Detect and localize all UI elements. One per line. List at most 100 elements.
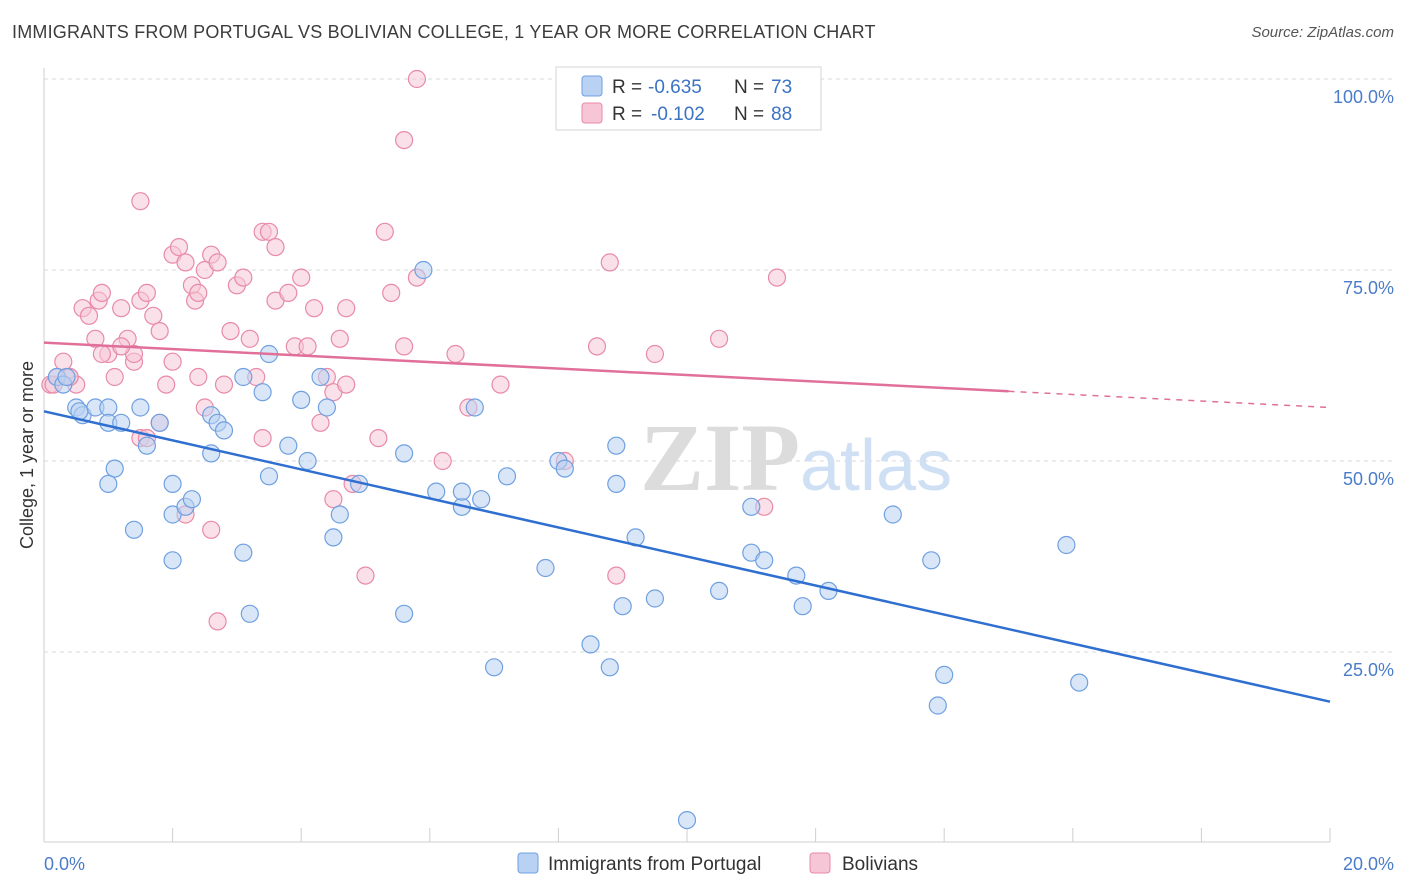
source-credit: Source: ZipAtlas.com <box>1251 24 1394 41</box>
data-point <box>709 581 729 601</box>
data-point <box>150 413 169 432</box>
bottom-legend-label-portugal: Immigrants from Portugal <box>548 854 761 875</box>
data-point <box>536 558 555 578</box>
data-point <box>79 306 99 325</box>
data-point <box>57 367 76 387</box>
data-point <box>234 543 253 562</box>
data-point <box>395 131 414 150</box>
data-point <box>922 551 941 570</box>
bottom-legend-swatch-blue <box>517 852 539 874</box>
data-point <box>221 322 240 341</box>
legend-pink-n-label: N = <box>734 104 764 125</box>
data-point <box>485 658 504 677</box>
data-point <box>298 337 317 356</box>
data-point <box>182 490 201 509</box>
data-point <box>240 329 259 348</box>
data-point <box>497 467 517 486</box>
data-point <box>208 253 227 272</box>
legend-blue-n-value: 73 <box>771 77 792 98</box>
data-point <box>131 192 150 211</box>
data-point <box>144 306 163 325</box>
data-point <box>324 528 343 547</box>
data-point <box>587 337 607 356</box>
data-point <box>793 597 812 616</box>
x-tick-marks <box>43 828 1331 842</box>
data-point <box>356 566 375 585</box>
data-point <box>935 665 954 685</box>
data-point <box>446 344 465 364</box>
data-point <box>382 283 401 302</box>
legend-pink-r-value: -0.102 <box>651 104 705 125</box>
data-point <box>131 398 150 417</box>
data-point <box>607 566 626 585</box>
data-point <box>292 390 311 409</box>
data-point <box>92 283 112 302</box>
y-axis-label: College, 1 year or more <box>17 361 37 549</box>
data-point <box>99 398 118 417</box>
bottom-legend-label-bolivians: Bolivians <box>842 854 918 875</box>
data-point <box>472 490 491 509</box>
data-point <box>253 429 272 448</box>
data-point <box>86 329 105 348</box>
data-point <box>600 253 619 272</box>
data-point <box>176 253 195 272</box>
data-point <box>452 482 471 501</box>
data-point <box>607 436 626 455</box>
gridlines <box>44 78 1394 653</box>
data-point <box>330 505 349 524</box>
data-point <box>414 260 433 280</box>
trend-line-bolivians-extension <box>1008 390 1331 409</box>
chart-title: IMMIGRANTS FROM PORTUGAL VS BOLIVIAN COL… <box>12 22 876 42</box>
data-point <box>369 429 388 448</box>
legend-blue-r-label: R = <box>612 77 642 98</box>
data-point <box>163 551 182 570</box>
data-point <box>337 375 356 394</box>
data-point <box>240 604 259 623</box>
data-point <box>645 344 665 364</box>
data-point <box>253 383 272 402</box>
trend-lines <box>43 341 1331 703</box>
data-point <box>311 367 330 387</box>
data-point <box>767 268 787 287</box>
data-point <box>54 352 73 371</box>
bottom-legend: Immigrants from Portugal Bolivians <box>517 852 918 875</box>
legend-swatch-pink <box>581 102 603 124</box>
data-point <box>581 635 600 654</box>
data-point <box>324 490 343 509</box>
data-point <box>600 658 619 677</box>
data-point <box>259 467 279 486</box>
data-point <box>375 222 394 241</box>
data-point <box>883 505 902 524</box>
data-point <box>337 299 356 318</box>
data-point <box>407 69 426 89</box>
data-point <box>395 337 414 356</box>
x-tick-label-max: 20.0% <box>1343 854 1394 874</box>
y-tick-label-25: 25.0% <box>1343 660 1394 680</box>
legend-swatch-blue <box>581 75 603 97</box>
data-point <box>234 367 253 387</box>
data-point <box>124 520 144 539</box>
data-point <box>189 283 208 302</box>
trend-line-portugal <box>43 410 1331 703</box>
data-point <box>607 474 626 493</box>
data-point <box>202 520 221 539</box>
legend-pink-r-label: R = <box>612 104 642 125</box>
watermark-atlas: atlas <box>800 426 952 506</box>
data-point <box>214 421 234 440</box>
data-point <box>163 474 182 493</box>
data-point <box>305 299 324 318</box>
data-point <box>92 344 112 364</box>
data-point <box>433 451 452 471</box>
legend-blue-n-label: N = <box>734 77 764 98</box>
data-point <box>465 398 484 417</box>
data-point <box>279 436 298 455</box>
data-point <box>208 612 227 631</box>
data-point <box>709 329 729 348</box>
data-point <box>189 367 208 387</box>
series-portugal-points <box>47 260 1089 830</box>
data-point <box>266 238 285 257</box>
data-point <box>928 696 947 715</box>
data-point <box>677 810 697 830</box>
data-point <box>755 551 774 570</box>
